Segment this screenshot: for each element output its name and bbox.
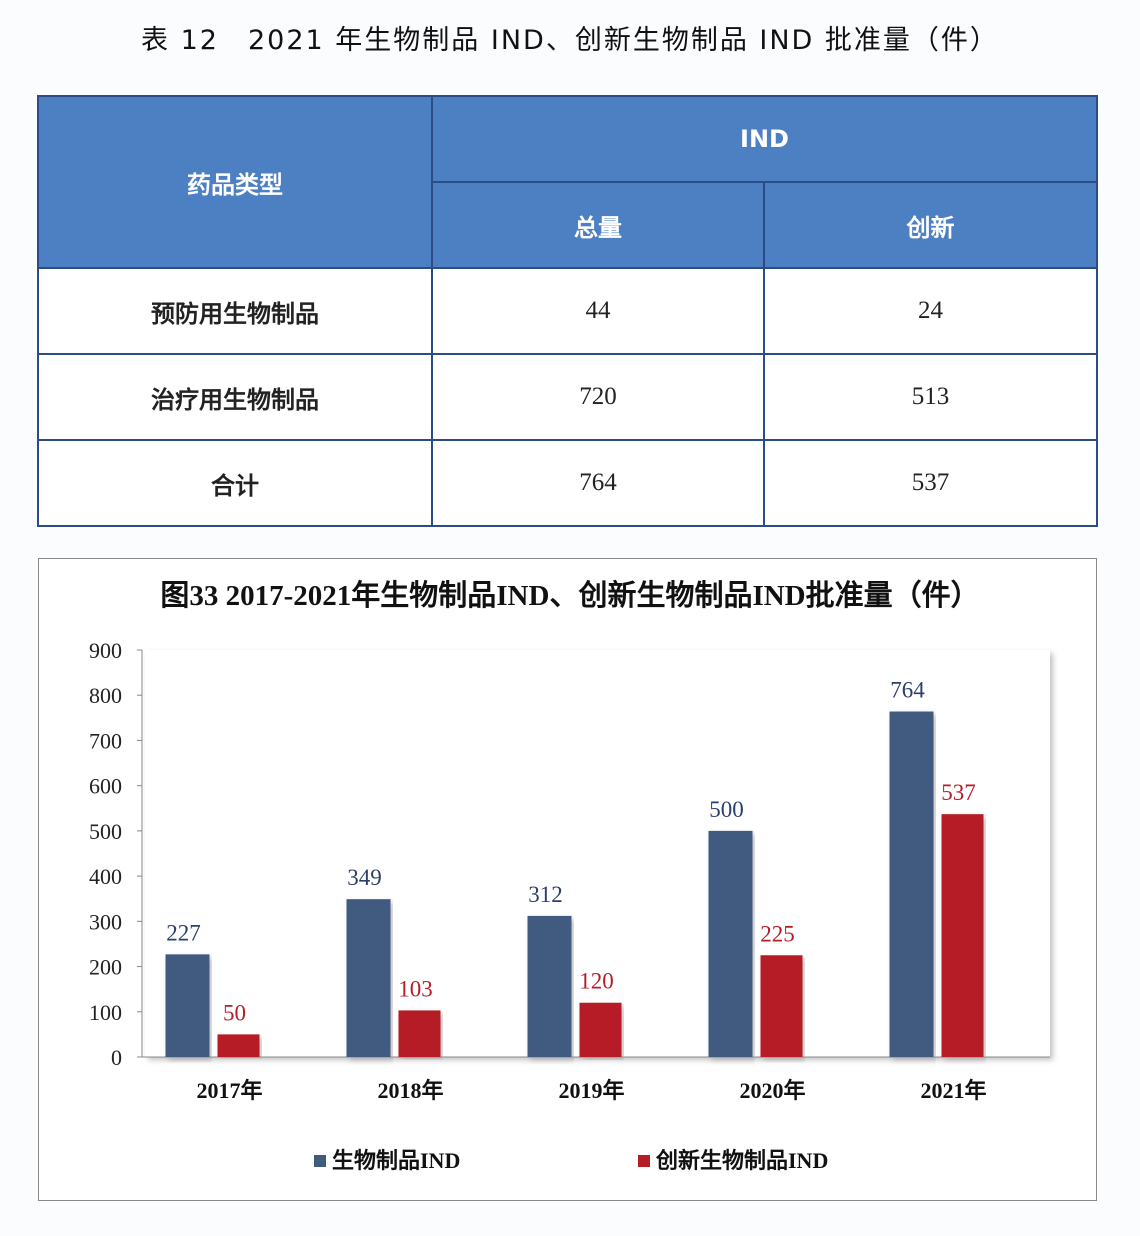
bar-innovative-ind bbox=[398, 1010, 441, 1057]
y-tick-label: 400 bbox=[89, 864, 122, 889]
header-innovative: 创新 bbox=[763, 181, 1098, 269]
header-drug-type: 药品类型 bbox=[37, 95, 433, 269]
legend-swatch bbox=[638, 1155, 650, 1167]
x-tick-label: 2021年 bbox=[920, 1078, 986, 1103]
y-tick-label: 500 bbox=[89, 819, 122, 844]
table-title: 表 12 2021 年生物制品 IND、创新生物制品 IND 批准量（件） bbox=[141, 25, 999, 56]
legend-label: 生物制品IND bbox=[332, 1148, 460, 1173]
bar-ind bbox=[527, 915, 572, 1057]
table-row: 治疗用生物制品 720 513 bbox=[37, 353, 1098, 441]
y-tick-label: 100 bbox=[89, 1000, 122, 1025]
legend-label: 创新生物制品IND bbox=[655, 1148, 828, 1173]
data-label: 537 bbox=[941, 780, 976, 805]
table-row: 合计 764 537 bbox=[37, 439, 1098, 527]
data-label: 312 bbox=[528, 882, 563, 907]
table-row: 预防用生物制品 44 24 bbox=[37, 267, 1098, 355]
header-ind: IND bbox=[431, 95, 1098, 183]
x-tick-label: 2018年 bbox=[377, 1078, 443, 1103]
legend-swatch bbox=[314, 1155, 326, 1167]
data-label: 227 bbox=[166, 920, 201, 945]
cell-innovative: 537 bbox=[763, 439, 1098, 527]
header-total: 总量 bbox=[431, 181, 765, 269]
y-tick-label: 300 bbox=[89, 909, 122, 934]
row-label: 治疗用生物制品 bbox=[37, 353, 433, 441]
bar-ind bbox=[889, 711, 934, 1057]
data-label: 349 bbox=[347, 865, 382, 890]
cell-total: 720 bbox=[431, 353, 765, 441]
cell-innovative: 24 bbox=[763, 267, 1098, 355]
x-tick-label: 2020年 bbox=[739, 1078, 805, 1103]
x-tick-label: 2017年 bbox=[196, 1078, 262, 1103]
cell-total: 764 bbox=[431, 439, 765, 527]
bar-innovative-ind bbox=[579, 1002, 622, 1057]
chart-title: 图33 2017-2021年生物制品IND、创新生物制品IND批准量（件） bbox=[160, 578, 979, 612]
cell-innovative: 513 bbox=[763, 353, 1098, 441]
bar-innovative-ind bbox=[941, 814, 984, 1057]
row-label: 合计 bbox=[37, 439, 433, 527]
x-tick-label: 2019年 bbox=[558, 1078, 624, 1103]
y-tick-label: 700 bbox=[89, 728, 122, 753]
y-tick-label: 800 bbox=[89, 683, 122, 708]
row-label: 预防用生物制品 bbox=[37, 267, 433, 355]
bar-innovative-ind bbox=[760, 955, 803, 1057]
data-label: 103 bbox=[398, 976, 433, 1001]
y-tick-label: 600 bbox=[89, 774, 122, 799]
data-label: 120 bbox=[579, 969, 614, 994]
bar-ind bbox=[708, 830, 753, 1057]
cell-total: 44 bbox=[431, 267, 765, 355]
y-tick-label: 0 bbox=[111, 1045, 122, 1070]
data-label: 50 bbox=[223, 1000, 246, 1025]
data-label: 764 bbox=[890, 678, 925, 703]
bar-ind bbox=[165, 954, 210, 1057]
y-tick-label: 900 bbox=[89, 638, 122, 663]
y-tick-label: 200 bbox=[89, 955, 122, 980]
bar-innovative-ind bbox=[217, 1034, 260, 1057]
data-label: 225 bbox=[760, 921, 795, 946]
bar-ind bbox=[346, 899, 391, 1057]
ind-table: 药品类型 IND 总量 创新 预防用生物制品 44 24 治疗用生物制品 720… bbox=[37, 95, 1098, 527]
data-label: 500 bbox=[709, 797, 744, 822]
